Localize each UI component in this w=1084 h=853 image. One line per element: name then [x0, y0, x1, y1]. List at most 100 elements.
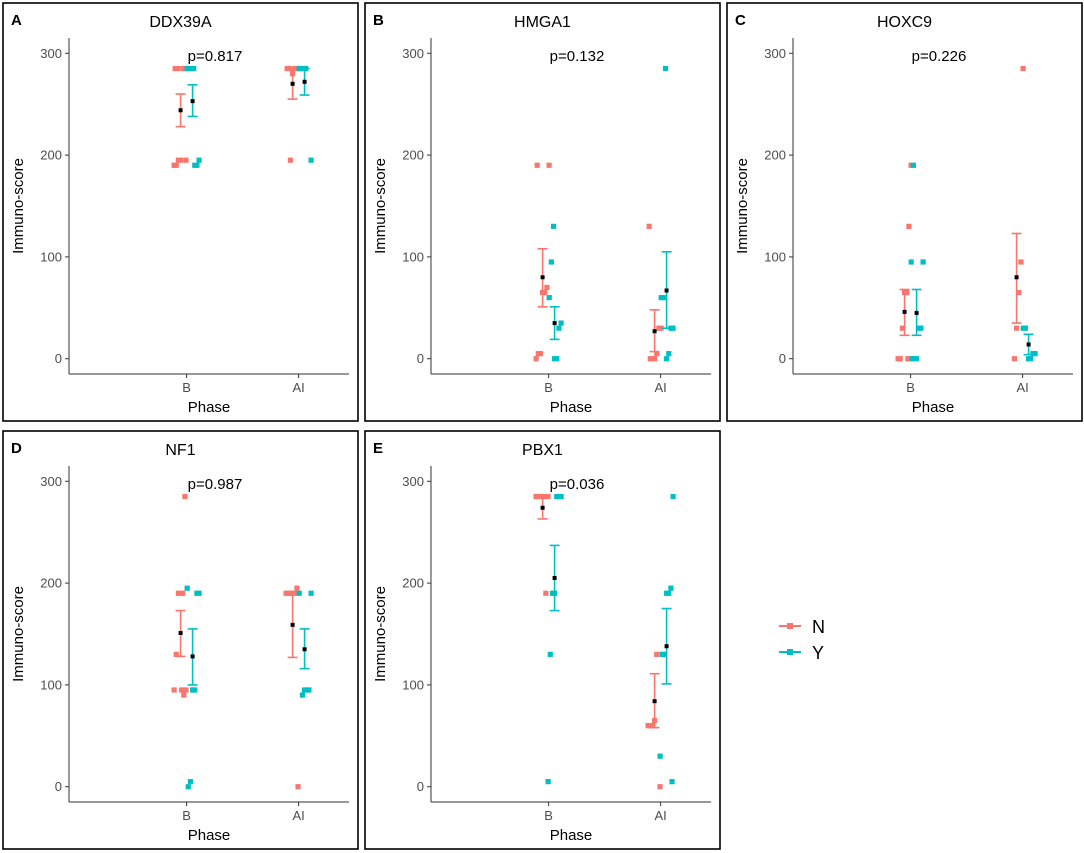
data-point [173, 651, 179, 657]
p-value-annotation: p=0.036 [550, 476, 605, 493]
data-point [544, 284, 550, 291]
series-n-ai [1011, 65, 1026, 362]
y-axis-label: Immuno-score [10, 158, 27, 254]
data-point [670, 493, 676, 500]
data-point [296, 590, 302, 596]
data-point [185, 784, 191, 790]
mean-point [190, 99, 195, 104]
mean-point [652, 329, 657, 334]
panel-a: A DDX39A 0 100 200 300 B AI Phase Immuno-score p=0… [2, 2, 359, 422]
panel-frame [2, 2, 359, 422]
legend: N Y [779, 617, 825, 663]
data-point [296, 65, 302, 72]
p-value-annotation: p=0.987 [188, 476, 243, 493]
data-point [545, 779, 551, 785]
mean-point [178, 630, 183, 635]
x-tick-label: B [182, 808, 191, 823]
data-point [547, 651, 553, 657]
data-point [895, 356, 901, 362]
data-point [192, 162, 198, 168]
data-point [546, 162, 552, 168]
data-point [654, 351, 660, 357]
series-n-ai [645, 651, 663, 790]
y-axis-label: Immuno-score [734, 158, 751, 254]
mean-point [178, 108, 183, 113]
mean-point [290, 81, 295, 86]
data-point [646, 223, 652, 229]
y-tick-label: 300 [764, 46, 786, 61]
y-tick-label: 0 [779, 351, 786, 366]
series-y-b [184, 585, 202, 790]
x-axis-label: Phase [550, 827, 593, 844]
x-axis-label: Phase [188, 399, 231, 416]
data-point [182, 493, 188, 500]
data-point [549, 590, 556, 596]
data-point [295, 784, 301, 790]
data-point [654, 651, 660, 657]
mean-point [290, 622, 295, 627]
y-tick-label: 200 [402, 148, 424, 163]
x-tick-label: AI [1016, 380, 1028, 395]
data-point [1020, 325, 1026, 331]
series-y-ai [1020, 325, 1038, 362]
y-tick-label: 200 [402, 576, 424, 591]
mean-point [552, 321, 557, 326]
data-point [171, 687, 177, 693]
p-value-annotation: p=0.132 [550, 48, 605, 65]
data-point [302, 687, 308, 693]
y-tick-label: 100 [40, 249, 62, 264]
data-point [535, 351, 541, 357]
data-point [916, 325, 922, 331]
panel-letter: B [373, 12, 384, 29]
y-axis-label: Immuno-score [372, 586, 389, 682]
y-tick-label: 300 [40, 46, 62, 61]
data-point [548, 259, 554, 265]
x-tick-label: B [544, 380, 553, 395]
data-point [533, 493, 539, 500]
data-point [664, 356, 670, 362]
data-point [920, 259, 926, 265]
y-tick-label: 200 [40, 576, 62, 591]
series-y-ai [296, 590, 314, 698]
data-point [552, 356, 558, 362]
series-n-b [171, 493, 189, 698]
y-axis-label: Immuno-score [10, 586, 27, 682]
panel-title: NF1 [165, 442, 195, 459]
series-y-b [908, 162, 926, 362]
data-point [658, 295, 664, 301]
x-tick-label: AI [292, 808, 304, 823]
data-point [657, 753, 663, 759]
data-point [190, 687, 196, 693]
data-point [287, 157, 294, 163]
mean-point [190, 654, 195, 659]
panel-title: DDX39A [149, 14, 212, 31]
data-point [669, 779, 675, 785]
mean-point [1026, 342, 1031, 347]
x-axis-label: Phase [188, 827, 231, 844]
data-point [181, 692, 187, 698]
data-point [556, 325, 562, 331]
data-point [656, 325, 662, 331]
series-y-b [184, 65, 202, 168]
legend-label-n: N [812, 617, 825, 637]
data-point [910, 162, 916, 168]
y-tick-label: 300 [40, 474, 62, 489]
data-point [1018, 259, 1024, 265]
data-point [666, 351, 672, 357]
panel-letter: E [373, 440, 383, 457]
y-tick-label: 200 [40, 148, 62, 163]
data-point [908, 259, 914, 265]
y-tick-label: 100 [402, 249, 424, 264]
panel-letter: D [11, 440, 22, 457]
x-tick-label: AI [654, 808, 666, 823]
legend-item-y: Y [779, 643, 824, 663]
mean-point [540, 505, 545, 510]
data-point [294, 585, 300, 591]
mean-point [1014, 275, 1019, 280]
panel-e: E PBX1 0 100 200 300 B AI Phase Immuno-score p=0.0… [364, 430, 721, 850]
x-tick-label: B [906, 380, 915, 395]
data-point [175, 590, 182, 596]
x-axis-label: Phase [550, 399, 593, 416]
